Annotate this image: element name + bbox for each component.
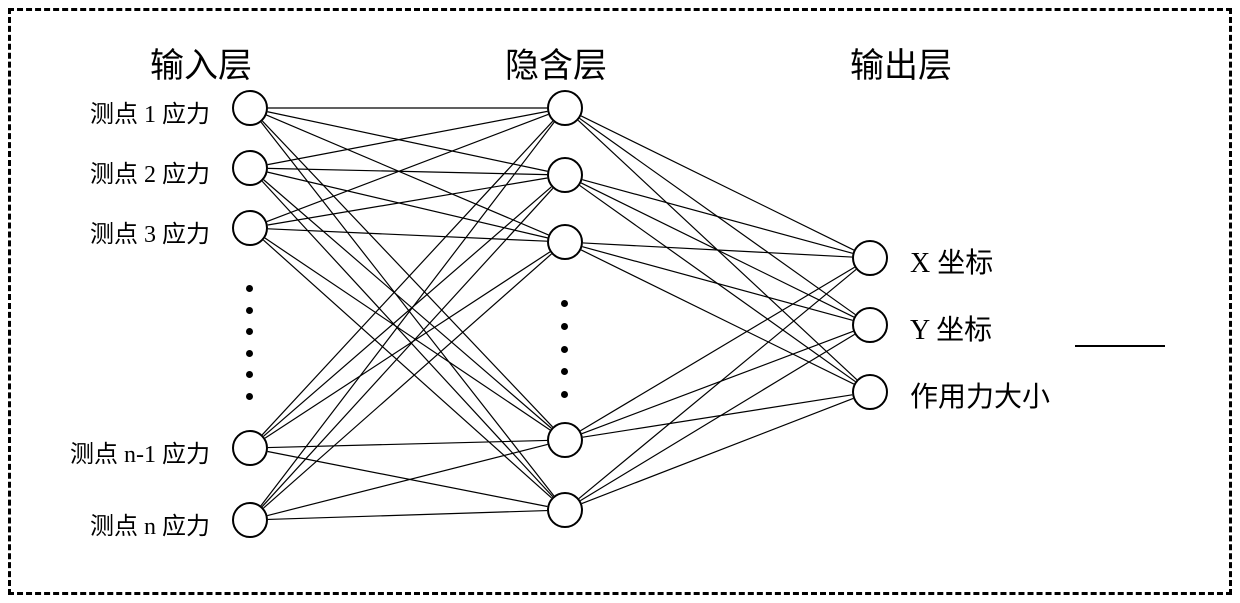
hidden-vdots <box>561 300 568 398</box>
input-vdots <box>246 285 253 400</box>
output-label-2: Y 坐标 <box>910 308 992 348</box>
hidden-node-4 <box>547 422 583 458</box>
input-label-n: 测点 n 应力 <box>90 506 210 541</box>
output-underline <box>1075 345 1165 347</box>
title-input: 输入层 <box>150 38 252 87</box>
output-node-3 <box>852 374 888 410</box>
input-label-1: 测点 1 应力 <box>90 94 210 129</box>
output-label-1: X 坐标 <box>910 241 993 281</box>
input-node-n <box>232 502 268 538</box>
hidden-node-2 <box>547 157 583 193</box>
hidden-node-5 <box>547 492 583 528</box>
input-label-3: 测点 3 应力 <box>90 214 210 249</box>
title-output: 输出层 <box>850 38 952 87</box>
output-node-2 <box>852 307 888 343</box>
input-label-n1: 测点 n-1 应力 <box>70 434 210 469</box>
output-label-3: 作用力大小 <box>910 375 1050 415</box>
title-hidden: 隐含层 <box>505 38 607 87</box>
input-label-2: 测点 2 应力 <box>90 154 210 189</box>
input-node-1 <box>232 90 268 126</box>
diagram-container: 输入层 隐含层 输出层 测点 1 应力 测点 2 应力 测点 3 应力 测点 n… <box>0 0 1240 603</box>
input-node-n1 <box>232 430 268 466</box>
input-node-3 <box>232 210 268 246</box>
hidden-node-1 <box>547 90 583 126</box>
hidden-node-3 <box>547 224 583 260</box>
input-node-2 <box>232 150 268 186</box>
output-node-1 <box>852 240 888 276</box>
